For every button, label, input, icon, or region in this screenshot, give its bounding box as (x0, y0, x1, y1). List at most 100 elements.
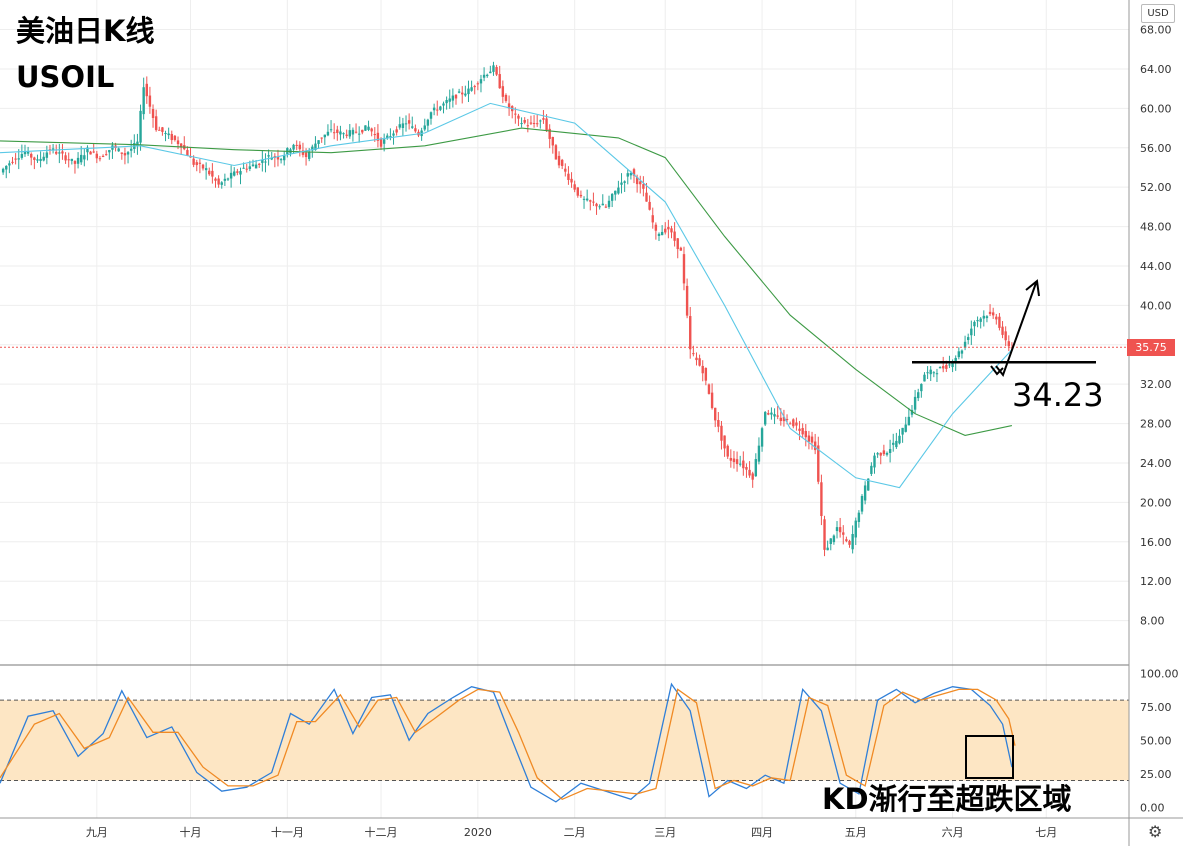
candle-body (304, 152, 308, 158)
candle-body (339, 131, 342, 135)
chart-title: 美油日K线 (16, 14, 155, 48)
candle-body (492, 65, 495, 72)
candle-body (8, 163, 11, 166)
candle-body (898, 435, 901, 444)
candle-body (239, 171, 242, 175)
time-tick-label: 五月 (845, 826, 867, 839)
candle-body (982, 315, 986, 319)
candle-body (445, 100, 448, 104)
candle-body (910, 409, 914, 415)
candle-body (392, 133, 395, 136)
candle-body (810, 436, 814, 443)
candle-body (117, 148, 120, 152)
candle-body (151, 109, 155, 118)
candle-body (145, 83, 148, 97)
candle-body (364, 125, 367, 131)
candle-body (729, 457, 733, 461)
price-tick-label: 60.00 (1140, 102, 1172, 115)
candle-body (870, 465, 873, 474)
candle-body (1, 168, 5, 173)
candle-body (673, 231, 676, 241)
candle-body (439, 106, 442, 110)
candle-body (176, 140, 180, 145)
candle-body (64, 155, 67, 161)
time-tick-label: 九月 (86, 826, 108, 839)
candle-body (229, 172, 233, 179)
time-tick-label: 十二月 (365, 825, 398, 839)
candle-body (879, 452, 882, 456)
candle-body (389, 136, 392, 138)
candle-body (888, 449, 892, 453)
candle-body (745, 467, 748, 470)
candle-body (707, 384, 711, 394)
candle-body (739, 463, 742, 465)
candle-body (726, 445, 729, 457)
candle-body (489, 71, 492, 74)
kd-tick-label: 50.00 (1140, 734, 1172, 747)
candle-body (323, 134, 327, 138)
candle-body (610, 193, 614, 201)
candle-body (351, 129, 355, 135)
candle-body (945, 364, 948, 369)
candle-body (535, 123, 539, 125)
candle-body (170, 133, 173, 141)
candle-body (498, 74, 501, 89)
candle-body (913, 396, 917, 410)
candle-body (476, 83, 480, 85)
candle-body (935, 373, 939, 375)
candle-body (526, 125, 530, 127)
candle-body (923, 374, 926, 382)
currency-button[interactable]: USD (1141, 4, 1175, 23)
price-tick-label: 8.00 (1140, 615, 1165, 628)
candle-body (957, 351, 961, 358)
candle-body (645, 192, 648, 202)
gear-icon[interactable]: ⚙ (1148, 822, 1163, 841)
candle-body (348, 130, 351, 137)
candle-body (614, 190, 617, 195)
candle-body (948, 364, 951, 366)
candle-body (204, 168, 208, 171)
time-axis-labels: 九月 十月 十一月 十二月 2020 二月 三月 四月 五月 六月 七月 (86, 825, 1057, 839)
candle-body (73, 161, 77, 164)
candle-body (685, 285, 689, 316)
candle-body (36, 159, 39, 161)
candle-body (129, 148, 133, 151)
price-tick-label: 52.00 (1140, 181, 1172, 194)
candle-body (317, 140, 320, 144)
candle-body (667, 226, 670, 230)
candle-body (763, 412, 767, 425)
candle-body (23, 151, 27, 155)
candle-body (354, 131, 358, 133)
price-tick-label: 20.00 (1140, 496, 1172, 509)
candle-body (960, 350, 964, 354)
candle-body (208, 170, 211, 175)
candle-body (258, 163, 261, 165)
candle-body (448, 98, 451, 102)
price-tick-label: 32.00 (1140, 378, 1172, 391)
candle-body (838, 527, 842, 533)
candle-body (788, 423, 792, 425)
candle-body (432, 107, 436, 111)
candle-body (376, 132, 380, 141)
candle-body (1001, 326, 1004, 335)
candle-body (186, 150, 189, 156)
candle-body (632, 169, 636, 176)
candle-body (382, 139, 386, 144)
candle-body (473, 86, 476, 88)
time-tick-label: 十月 (180, 825, 202, 839)
candle-body (154, 116, 158, 131)
candle-body (776, 415, 779, 417)
candle-body (326, 131, 330, 136)
candle-body (279, 159, 283, 161)
candle-body (573, 184, 576, 190)
candle-body (817, 445, 820, 482)
current-price-badge: 35.75 (1127, 339, 1175, 357)
candle-body (995, 316, 998, 320)
candle-body (851, 533, 854, 550)
candle-body (617, 187, 620, 194)
candle-body (407, 120, 411, 124)
candle-body (479, 79, 483, 84)
candle-body (523, 120, 526, 123)
candle-body (298, 144, 302, 150)
